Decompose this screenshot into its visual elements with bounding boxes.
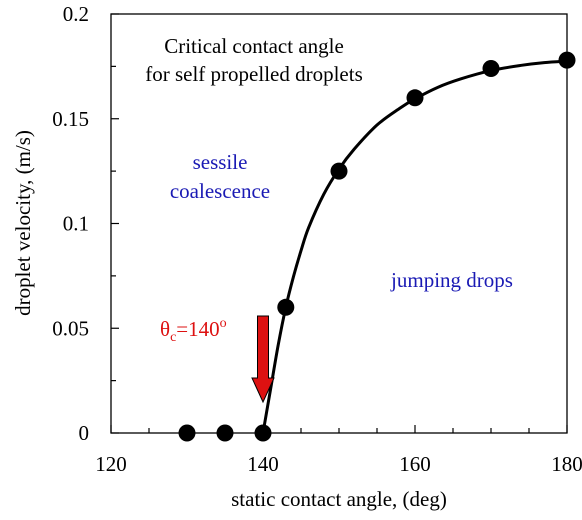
data-point bbox=[277, 298, 295, 316]
annotation-sessile-line2: coalescence bbox=[170, 179, 270, 203]
x-tick-label: 140 bbox=[247, 452, 279, 476]
annotation-title-line1: Critical contact angle bbox=[164, 34, 344, 58]
critical-angle-arrow bbox=[251, 315, 275, 404]
x-tick-label: 120 bbox=[95, 452, 127, 476]
x-tick-label: 180 bbox=[551, 452, 582, 476]
annotation-title-line2: for self propelled droplets bbox=[145, 62, 363, 86]
tick-label-group: 120 140 160 180 0 0.05 0.1 0.15 0.2 bbox=[52, 2, 582, 476]
annotation-sessile-line1: sessile bbox=[193, 150, 248, 174]
annotation-theta-c: θc=140o bbox=[160, 316, 227, 345]
x-tick-label: 160 bbox=[399, 452, 431, 476]
theta-symbol: θ bbox=[160, 317, 170, 341]
data-point bbox=[406, 89, 424, 107]
y-tick-label: 0.2 bbox=[63, 2, 89, 26]
y-tick-label: 0 bbox=[79, 421, 90, 445]
y-tick-label: 0.15 bbox=[52, 107, 89, 131]
theta-subscript: c bbox=[170, 330, 176, 345]
plot-frame bbox=[110, 13, 568, 434]
x-axis-title: static contact angle, (deg) bbox=[231, 487, 447, 511]
annotation-jumping-drops: jumping drops bbox=[390, 268, 513, 292]
y-axis-title: droplet velocity, (m/s) bbox=[11, 130, 35, 316]
theta-degree: o bbox=[220, 316, 227, 331]
data-point bbox=[482, 59, 500, 77]
theta-equals: =140 bbox=[176, 317, 219, 341]
data-point bbox=[330, 162, 348, 180]
y-tick-label: 0.1 bbox=[63, 212, 89, 236]
y-tick-label: 0.05 bbox=[52, 316, 89, 340]
